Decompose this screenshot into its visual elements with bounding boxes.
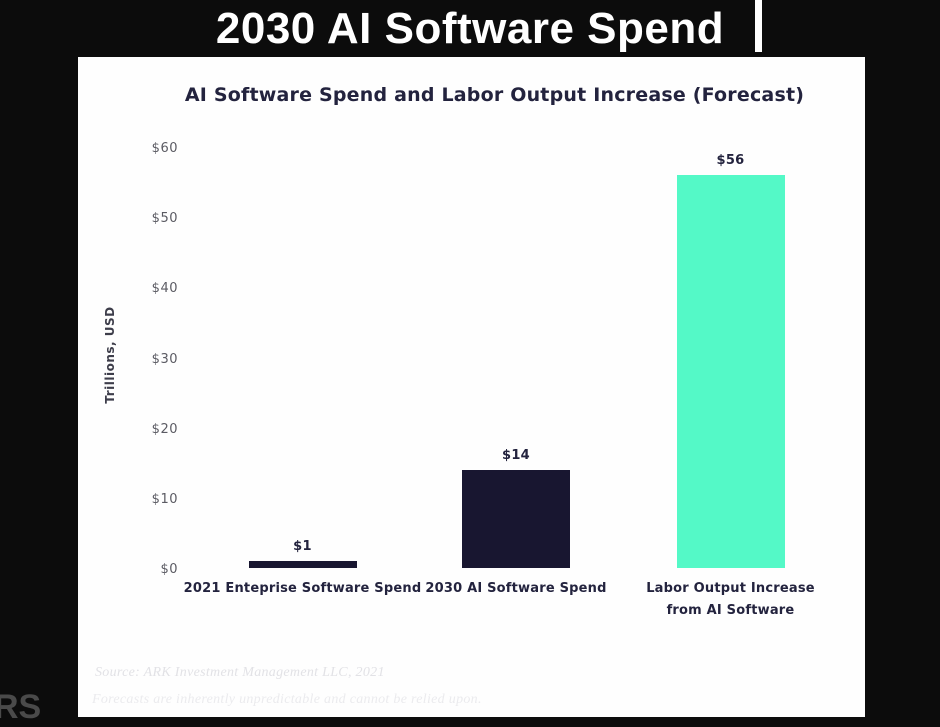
bar-category-label: 2021 Enteprise Software Spend: [183, 581, 422, 596]
y-tick-label: $40: [151, 281, 178, 297]
bar-category-label: Labor Output Increase from AI Software: [646, 581, 815, 618]
bar-value-label: $1: [293, 538, 312, 554]
y-tick-label: $20: [151, 421, 178, 437]
source-text: Source: ARK Investment Management LLC, 2…: [95, 665, 385, 680]
y-tick-label: $0: [160, 562, 178, 577]
bar: [676, 175, 785, 568]
header-band: 2030 AI Software Spend: [0, 0, 940, 57]
chart-panel: AI Software Spend and Labor Output Incre…: [78, 57, 865, 717]
text-cursor-artifact: [755, 0, 762, 52]
y-tick-label: $60: [151, 141, 178, 156]
bar-value-label: $56: [716, 153, 745, 169]
bar: [248, 560, 357, 568]
bar-value-label: $14: [501, 447, 531, 463]
bar: [462, 469, 570, 568]
corner-watermark: RS: [0, 688, 42, 726]
y-tick-label: $30: [151, 351, 178, 367]
disclaimer-text: Forecasts are inherently unpredictable a…: [92, 692, 482, 707]
page-title: 2030 AI Software Spend: [215, 3, 725, 53]
y-tick-label: $10: [151, 491, 178, 507]
chart-title: AI Software Spend and Labor Output Incre…: [184, 84, 805, 106]
bar-category-label: 2030 AI Software Spend: [425, 581, 607, 596]
y-tick-label: $50: [151, 211, 178, 227]
